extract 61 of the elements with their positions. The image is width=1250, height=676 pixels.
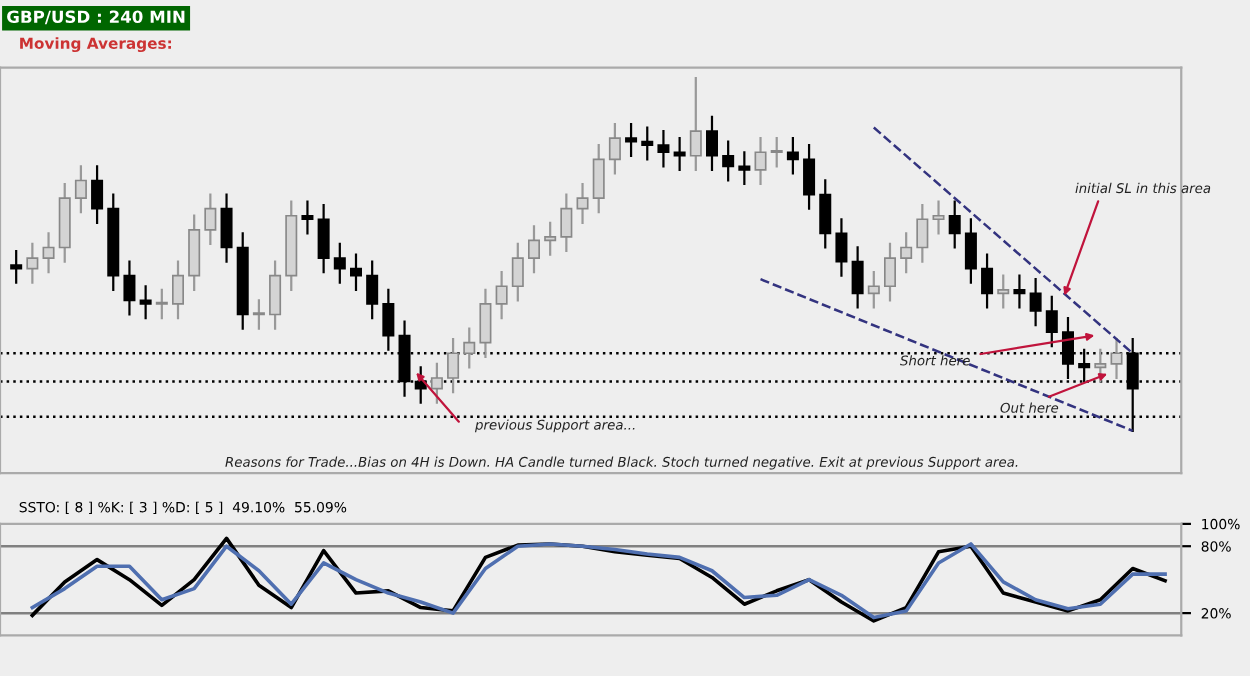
candlestick (155, 288, 168, 320)
candlestick (883, 242, 896, 302)
candlestick (349, 253, 363, 291)
candlestick (204, 193, 217, 246)
candlestick (997, 274, 1010, 309)
candlestick (948, 200, 961, 249)
candlestick (916, 204, 929, 263)
candlestick (770, 137, 783, 168)
candlestick (495, 271, 508, 320)
candlestick (511, 242, 524, 302)
candlestick (430, 362, 443, 404)
chart-title: GBP/USD : 240 MIN (7, 10, 185, 25)
candlestick (786, 137, 799, 175)
candlestick (527, 225, 541, 274)
candlestick (964, 218, 977, 284)
candlestick (479, 288, 492, 358)
candlestick (592, 144, 605, 214)
candlestick (981, 253, 994, 309)
candlestick (123, 260, 136, 316)
candlestick (673, 137, 686, 171)
candlestick (867, 271, 880, 309)
candlestick (1029, 278, 1042, 327)
candlestick (576, 182, 589, 224)
candlestick (366, 260, 379, 320)
candlestick (252, 299, 265, 330)
candlestick (10, 249, 23, 284)
candlestick (447, 338, 460, 394)
candlestick (188, 214, 201, 291)
candlestick (74, 165, 87, 214)
candlestick (1110, 338, 1123, 380)
candlestick (42, 232, 55, 274)
candlestick (705, 115, 718, 171)
candlestick (269, 260, 282, 330)
candlestick (139, 285, 152, 320)
candlestick (91, 165, 104, 224)
candlestick (819, 179, 832, 249)
candlestick (171, 260, 185, 320)
candlestick (900, 232, 913, 274)
candlestick (301, 200, 314, 235)
candlestick (754, 137, 767, 186)
candlestick (544, 221, 557, 256)
candlestick (382, 288, 395, 351)
candlestick (560, 193, 573, 253)
candlestick (625, 122, 638, 157)
candlestick (220, 193, 233, 263)
candlestick (932, 200, 945, 235)
candlestick (689, 77, 702, 171)
candlestick (1013, 274, 1026, 309)
candlestick (317, 204, 330, 274)
candlestick (1045, 295, 1058, 348)
candlestick (803, 144, 816, 210)
candlestick (608, 122, 621, 175)
candlestick (738, 151, 751, 186)
candlestick (26, 242, 39, 284)
candlestick (851, 246, 864, 309)
candlestick (835, 218, 848, 277)
candlestick (722, 140, 735, 182)
candlestick (641, 126, 654, 161)
candlestick (657, 129, 670, 168)
candlestick (333, 242, 346, 284)
candlestick (463, 327, 476, 369)
